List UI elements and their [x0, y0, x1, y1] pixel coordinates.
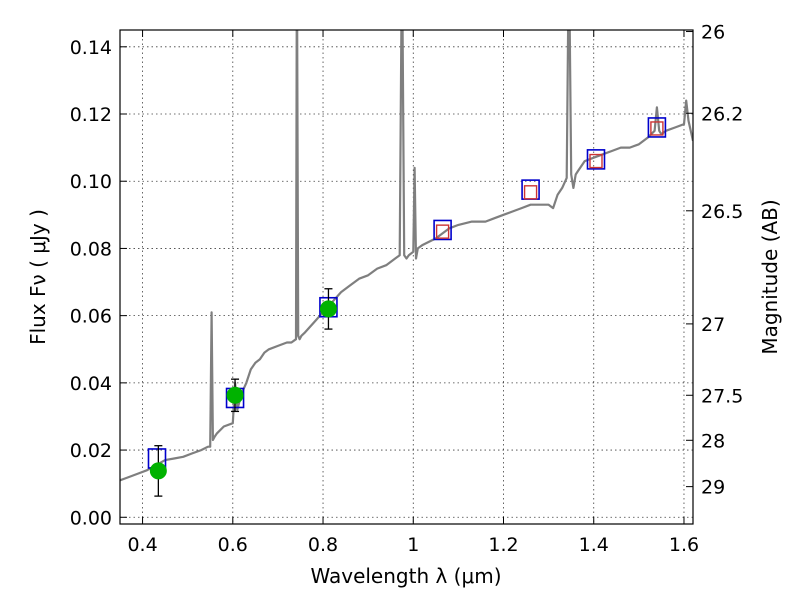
markers — [147, 117, 667, 497]
model-square-marker — [586, 149, 606, 170]
y-tick-label: 0.00 — [70, 507, 112, 529]
predicted-square-marker — [523, 185, 538, 200]
y-axis-right-title: Magnitude (AB) — [758, 199, 782, 354]
predicted-square-marker — [589, 153, 603, 169]
y-tick-label: 0.08 — [70, 238, 112, 260]
y-tick-label: 0.12 — [70, 104, 112, 126]
y-tick-label: 0.02 — [70, 440, 112, 462]
sed-model-line — [120, 30, 693, 482]
y-tick-label: 0.04 — [70, 373, 112, 395]
predicted-square-marker — [650, 121, 664, 136]
x-tick-label: 0.6 — [218, 534, 248, 556]
predicted-square-marker — [435, 224, 450, 239]
mag-tick-label: 26.2 — [701, 103, 743, 125]
mag-tick-label: 26 — [701, 22, 725, 44]
mag-tick-label: 27.5 — [701, 385, 743, 407]
x-tick-label: 0.4 — [127, 534, 157, 556]
y-axis-title: Flux Fν ( μJy ) — [26, 209, 50, 345]
y-tick-label: 0.10 — [70, 171, 112, 193]
ticks: 0.4 0.6 0.8 1 1.2 1.4 1.6 0.00 0.02 0.04 0.06 0.08 0… — [70, 22, 744, 556]
x-tick-label: 1.2 — [488, 534, 518, 556]
x-axis-title: Wavelength λ (μm) — [310, 564, 501, 588]
x-tick-label: 1 — [407, 534, 419, 556]
mag-tick-label: 28 — [701, 430, 725, 452]
y-tick-label: 0.06 — [70, 306, 112, 328]
mag-tick-label: 27 — [701, 314, 725, 336]
observed-point — [319, 300, 337, 318]
mag-tick-label: 29 — [701, 477, 725, 499]
plot-area — [120, 30, 693, 482]
plot-frame — [119, 29, 694, 525]
observed-point — [149, 462, 167, 480]
mag-tick-label: 26.5 — [701, 201, 743, 223]
grid — [120, 30, 693, 524]
x-tick-label: 0.8 — [308, 534, 338, 556]
observed-point — [226, 386, 244, 404]
x-tick-label: 1.4 — [579, 534, 609, 556]
x-tick-label: 1.6 — [669, 534, 699, 556]
model-square-marker — [433, 219, 452, 241]
y-tick-label: 0.14 — [70, 37, 112, 59]
model-square-marker — [647, 117, 667, 138]
